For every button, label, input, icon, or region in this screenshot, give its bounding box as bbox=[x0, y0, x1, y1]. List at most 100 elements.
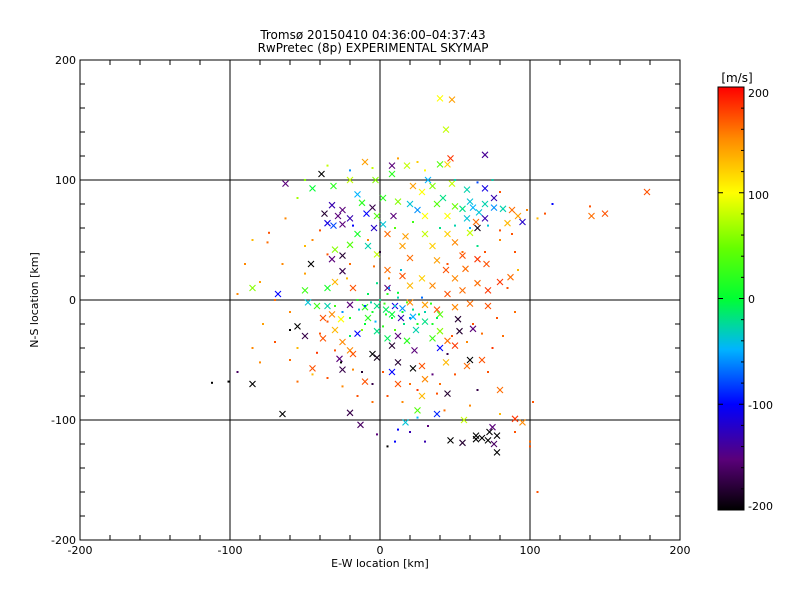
scatter-cross-point bbox=[421, 212, 429, 220]
scatter-dot-point bbox=[454, 373, 456, 376]
scatter-cross-point bbox=[475, 209, 483, 216]
scatter-cross-point bbox=[496, 278, 504, 286]
scatter-dot-point bbox=[349, 317, 351, 319]
x-tick-label: 200 bbox=[670, 544, 691, 557]
scatter-cross-point bbox=[459, 205, 466, 213]
scatter-dot-point bbox=[304, 245, 306, 247]
colorbar: [m/s] 200 100 0 -100 -200 bbox=[717, 71, 773, 513]
scatter-dot-point bbox=[346, 277, 348, 280]
colorbar-tick-label: -200 bbox=[748, 500, 773, 513]
scatter-cross-point bbox=[442, 359, 450, 366]
scatter-dot-point bbox=[412, 308, 414, 311]
scatter-cross-point bbox=[489, 423, 496, 431]
scatter-cross-point bbox=[337, 315, 345, 323]
scatter-dot-point bbox=[431, 323, 434, 325]
data-points bbox=[211, 95, 651, 493]
scatter-cross-point bbox=[324, 302, 331, 310]
scatter-dot-point bbox=[386, 293, 389, 295]
scatter-dot-point bbox=[352, 368, 354, 371]
scatter-cross-point bbox=[384, 335, 391, 342]
scatter-dot-point bbox=[502, 335, 504, 337]
scatter-dot-point bbox=[491, 347, 494, 349]
scatter-cross-point bbox=[339, 366, 346, 373]
scatter-cross-point bbox=[361, 378, 369, 385]
chart-title: Tromsø 20150410 04:36:00–04:37:43 bbox=[259, 28, 485, 42]
scatter-cross-point bbox=[334, 212, 342, 220]
scatter-cross-point bbox=[519, 218, 526, 226]
scatter-dot-point bbox=[356, 299, 359, 301]
scatter-cross-point bbox=[463, 186, 471, 193]
scatter-dot-point bbox=[356, 395, 359, 397]
scatter-cross-point bbox=[472, 218, 480, 226]
scatter-dot-point bbox=[424, 440, 426, 443]
scatter-cross-point bbox=[301, 332, 309, 340]
scatter-dot-point bbox=[409, 383, 411, 385]
scatter-cross-point bbox=[282, 180, 289, 187]
scatter-cross-point bbox=[454, 315, 462, 323]
scatter-cross-point bbox=[484, 287, 492, 294]
scatter-dot-point bbox=[334, 305, 336, 307]
scatter-dot-point bbox=[251, 239, 254, 241]
scatter-dot-point bbox=[401, 401, 404, 403]
scatter-cross-point bbox=[429, 182, 436, 190]
scatter-dot-point bbox=[341, 311, 344, 313]
scatter-cross-point bbox=[373, 212, 381, 220]
scatter-dot-point bbox=[388, 277, 390, 280]
scatter-cross-point bbox=[394, 332, 402, 340]
scatter-cross-point bbox=[481, 151, 489, 159]
scatter-dot-point bbox=[451, 335, 453, 337]
scatter-dot-point bbox=[349, 263, 351, 265]
scatter-dot-point bbox=[476, 245, 479, 247]
scatter-cross-point bbox=[421, 230, 429, 238]
scatter-dot-point bbox=[236, 371, 239, 373]
scatter-cross-point bbox=[403, 337, 411, 345]
scatter-cross-point bbox=[451, 303, 459, 311]
scatter-dot-point bbox=[371, 311, 374, 313]
scatter-dot-point bbox=[376, 433, 378, 436]
scatter-dot-point bbox=[517, 269, 519, 271]
scatter-cross-point bbox=[339, 267, 346, 275]
scatter-dot-point bbox=[311, 239, 314, 241]
scatter-dot-point bbox=[416, 416, 419, 419]
scatter-dot-point bbox=[487, 224, 489, 227]
y-tick-label: -100 bbox=[51, 414, 76, 427]
scatter-cross-point bbox=[328, 311, 336, 318]
scatter-dot-point bbox=[436, 317, 438, 319]
scatter-dot-point bbox=[361, 371, 363, 373]
x-tick-label: 100 bbox=[520, 544, 541, 557]
scatter-cross-point bbox=[397, 314, 405, 322]
scatter-cross-point bbox=[384, 230, 391, 238]
scatter-cross-point bbox=[384, 266, 391, 274]
scatter-cross-point bbox=[388, 311, 396, 318]
scatter-cross-point bbox=[469, 204, 477, 211]
scatter-cross-point bbox=[349, 284, 357, 292]
scatter-dot-point bbox=[268, 231, 270, 234]
scatter-dot-point bbox=[499, 239, 501, 241]
scatter-cross-point bbox=[339, 338, 346, 346]
scatter-cross-point bbox=[462, 265, 469, 273]
scatter-dot-point bbox=[532, 401, 534, 403]
scatter-dot-point bbox=[361, 329, 363, 331]
scatter-dot-point bbox=[454, 224, 456, 227]
scatter-dot-point bbox=[469, 227, 471, 229]
scatter-dot-point bbox=[418, 313, 420, 316]
scatter-cross-point bbox=[349, 350, 357, 358]
scatter-cross-point bbox=[294, 323, 301, 330]
scatter-cross-point bbox=[373, 327, 381, 335]
scatter-dot-point bbox=[446, 353, 449, 355]
scatter-cross-point bbox=[328, 255, 336, 263]
scatter-dot-point bbox=[529, 440, 531, 443]
scatter-cross-point bbox=[361, 303, 369, 311]
scatter-cross-point bbox=[472, 432, 480, 439]
scatter-dot-point bbox=[289, 311, 291, 313]
scatter-dot-point bbox=[491, 179, 494, 181]
scatter-cross-point bbox=[394, 380, 402, 388]
scatter-dot-point bbox=[284, 217, 287, 220]
scatter-cross-point bbox=[459, 287, 466, 294]
scatter-cross-point bbox=[433, 410, 441, 418]
scatter-cross-point bbox=[318, 170, 325, 178]
scatter-dot-point bbox=[341, 385, 344, 388]
scatter-dot-point bbox=[211, 381, 213, 384]
scatter-cross-point bbox=[418, 275, 426, 282]
